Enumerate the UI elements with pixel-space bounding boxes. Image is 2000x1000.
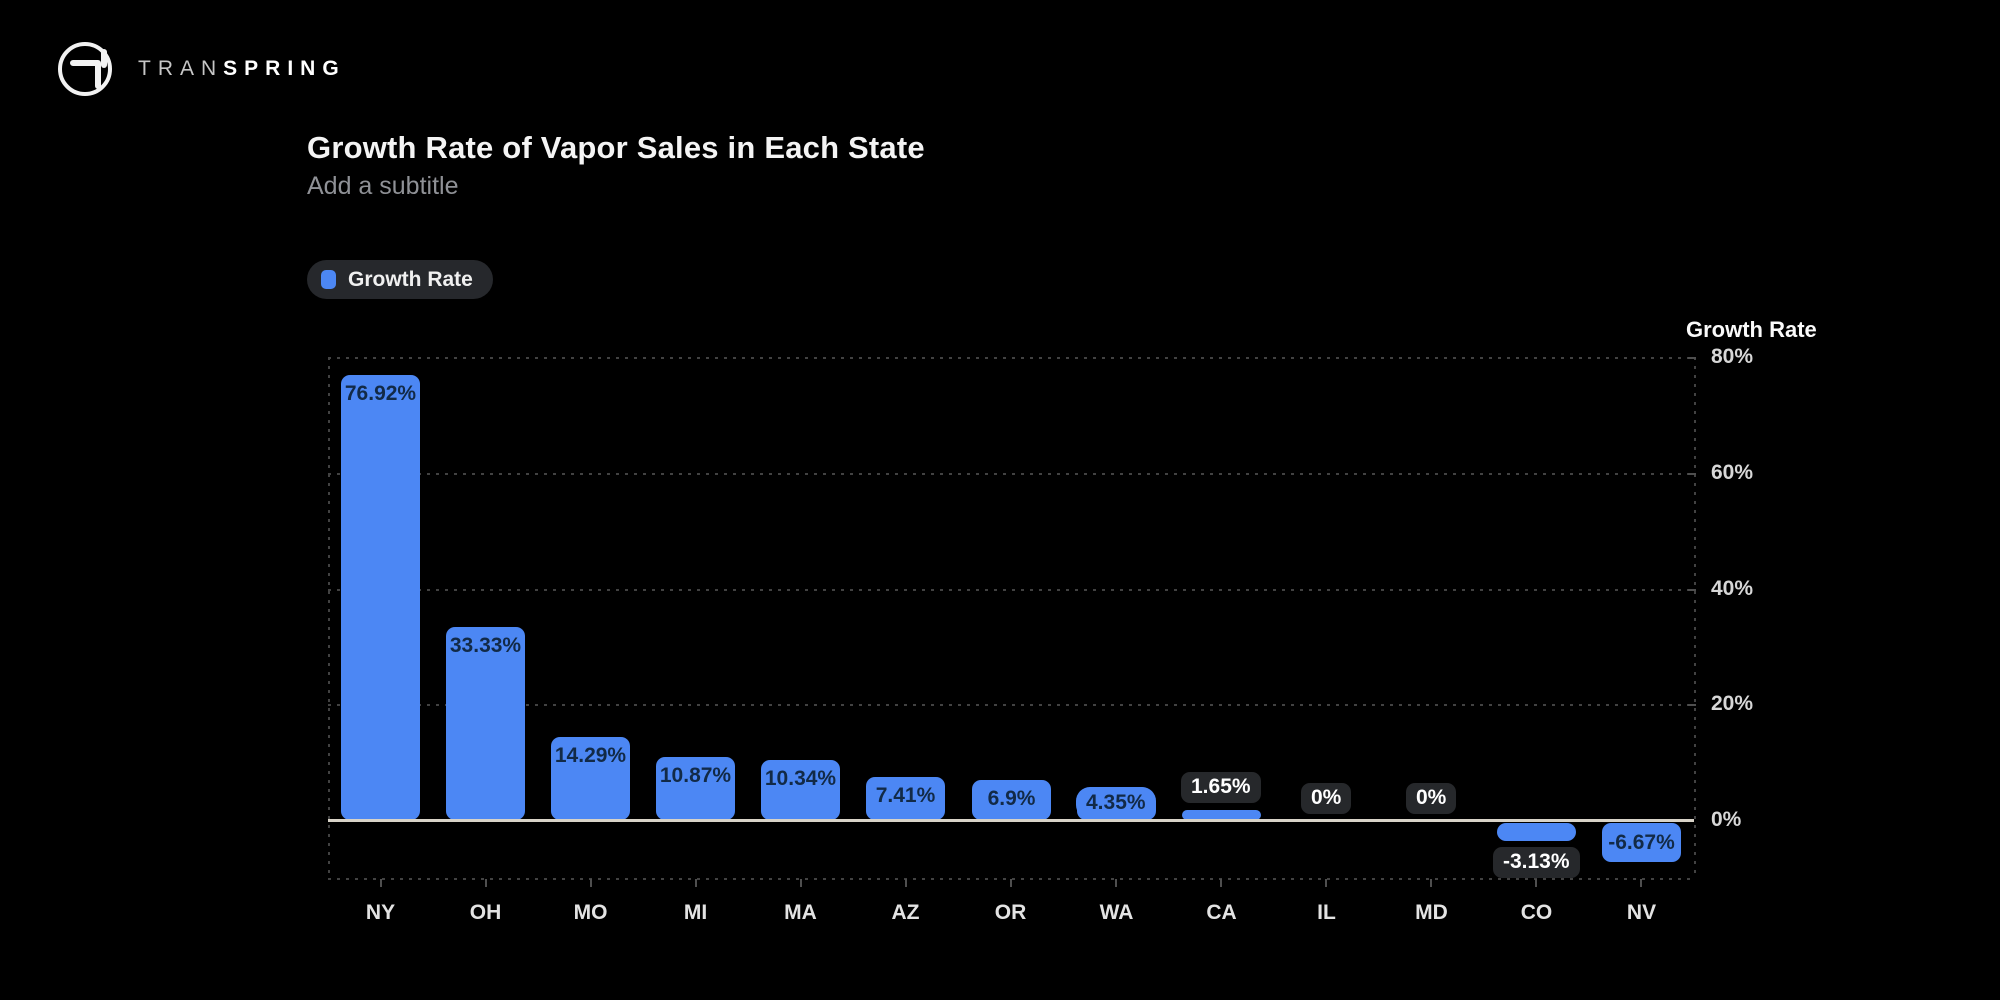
y-tick-label-0: 0% bbox=[1711, 808, 1742, 831]
x-tick-mark-MO bbox=[590, 879, 592, 887]
legend-growth-rate[interactable]: Growth Rate bbox=[307, 260, 493, 299]
x-tick-label-NV: NV bbox=[1626, 901, 1657, 924]
value-label-MI: 10.87% bbox=[659, 764, 732, 787]
zero-axis-line bbox=[328, 819, 1694, 822]
y-tick-label-80: 80% bbox=[1711, 345, 1754, 368]
bar-CA[interactable] bbox=[1182, 810, 1261, 820]
y-axis-title: Growth Rate bbox=[1686, 317, 1817, 342]
x-tick-label-IL: IL bbox=[1317, 901, 1336, 924]
legend-label: Growth Rate bbox=[348, 267, 473, 291]
y-tick-mark-80 bbox=[1688, 357, 1696, 359]
value-label-WA: 4.35% bbox=[1076, 787, 1156, 819]
bar-OH[interactable] bbox=[446, 627, 525, 820]
x-tick-mark-WA bbox=[1115, 879, 1117, 887]
brand-logo: TRANSPRING bbox=[56, 40, 346, 98]
x-tick-label-OH: OH bbox=[469, 901, 502, 924]
x-tick-label-OR: OR bbox=[994, 901, 1027, 924]
y-tick-label-60: 60% bbox=[1711, 461, 1754, 484]
y-tick-label-20: 20% bbox=[1711, 692, 1754, 715]
x-tick-mark-MA bbox=[800, 879, 802, 887]
x-tick-mark-NV bbox=[1640, 879, 1642, 887]
x-tick-mark-IL bbox=[1325, 879, 1327, 887]
legend-swatch-icon bbox=[321, 270, 336, 289]
value-label-AZ: 7.41% bbox=[875, 784, 936, 807]
y-tick-label-40: 40% bbox=[1711, 577, 1754, 600]
value-label-CO: -3.13% bbox=[1493, 847, 1580, 878]
bar-OR[interactable] bbox=[972, 780, 1051, 820]
y-tick-mark-60 bbox=[1688, 473, 1696, 475]
x-tick-mark-CO bbox=[1535, 879, 1537, 887]
x-tick-label-MO: MO bbox=[573, 901, 608, 924]
value-label-NY: 76.92% bbox=[344, 382, 417, 405]
brand-name-bold: SPRING bbox=[223, 57, 346, 80]
y-tick-mark-20 bbox=[1688, 704, 1696, 706]
y-tick-mark-40 bbox=[1688, 589, 1696, 591]
value-label-OR: 6.9% bbox=[987, 787, 1036, 810]
gridline-60 bbox=[328, 473, 1694, 475]
x-tick-label-NY: NY bbox=[365, 901, 396, 924]
x-tick-label-MD: MD bbox=[1415, 901, 1448, 924]
page-title: Growth Rate of Vapor Sales in Each State bbox=[307, 130, 925, 165]
x-tick-label-WA: WA bbox=[1099, 901, 1134, 924]
value-label-NV: -6.67% bbox=[1608, 831, 1675, 854]
plot-border-left bbox=[328, 357, 330, 878]
x-tick-label-CA: CA bbox=[1206, 901, 1237, 924]
x-tick-label-CO: CO bbox=[1520, 901, 1553, 924]
brand-name-light: TRAN bbox=[138, 57, 224, 80]
x-tick-mark-OR bbox=[1010, 879, 1012, 887]
x-tick-label-AZ: AZ bbox=[891, 901, 920, 924]
x-tick-mark-AZ bbox=[905, 879, 907, 887]
x-tick-mark-CA bbox=[1220, 879, 1222, 887]
gridline-40 bbox=[328, 589, 1694, 591]
page-subtitle: Add a subtitle bbox=[307, 172, 459, 200]
x-tick-mark-MD bbox=[1430, 879, 1432, 887]
bar-NY[interactable] bbox=[341, 375, 420, 820]
value-label-MO: 14.29% bbox=[554, 744, 627, 767]
value-label-OH: 33.33% bbox=[449, 634, 522, 657]
bar-MO[interactable] bbox=[551, 737, 630, 820]
bar-NV[interactable] bbox=[1602, 823, 1681, 862]
value-label-MA: 10.34% bbox=[764, 767, 837, 790]
x-tick-label-MA: MA bbox=[784, 901, 817, 924]
gridline-20 bbox=[328, 704, 1694, 706]
x-tick-label-MI: MI bbox=[683, 901, 708, 924]
x-tick-mark-OH bbox=[485, 879, 487, 887]
bar-MA[interactable] bbox=[761, 760, 840, 820]
bar-MI[interactable] bbox=[656, 757, 735, 820]
value-label-IL: 0% bbox=[1301, 783, 1352, 814]
plot-border-right bbox=[1694, 357, 1696, 878]
transpring-logo-icon bbox=[58, 42, 112, 96]
x-tick-mark-NY bbox=[380, 879, 382, 887]
brand-name: TRANSPRING bbox=[138, 57, 346, 81]
value-label-MD: 0% bbox=[1406, 783, 1457, 814]
value-label-CA: 1.65% bbox=[1181, 772, 1261, 803]
x-tick-mark-MI bbox=[695, 879, 697, 887]
plot-border-top bbox=[328, 357, 1694, 359]
bar-CO[interactable] bbox=[1497, 823, 1576, 841]
bar-AZ[interactable] bbox=[866, 777, 945, 820]
